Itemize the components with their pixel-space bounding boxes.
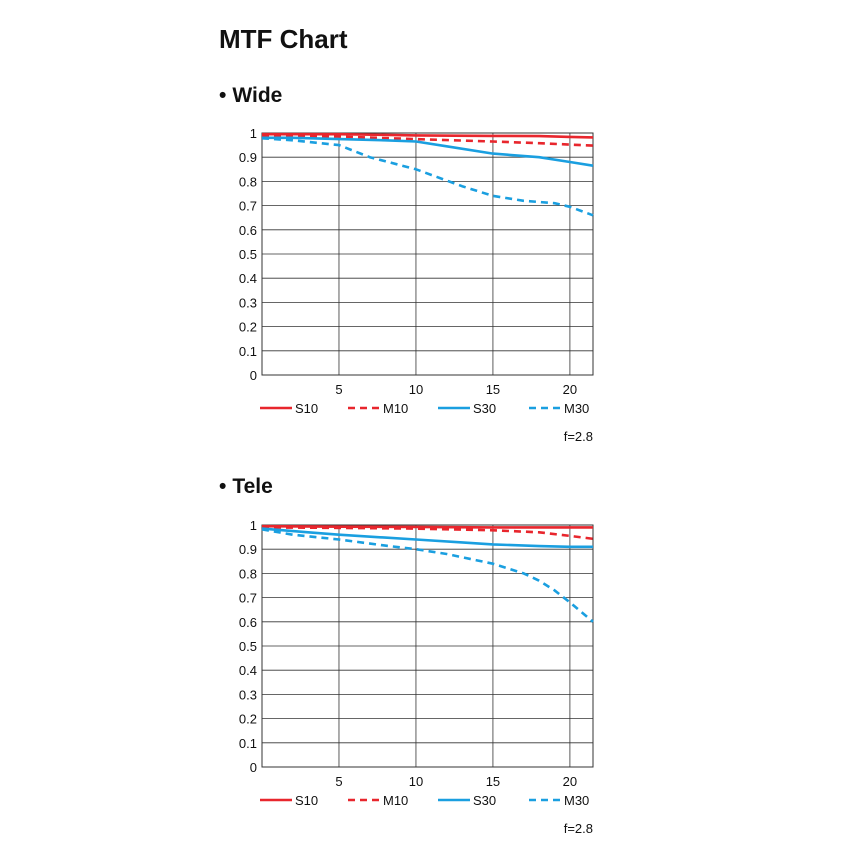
y-tick-label: 0.7 bbox=[239, 199, 257, 214]
y-tick-label: 0.8 bbox=[239, 566, 257, 581]
x-tick-label: 5 bbox=[335, 774, 342, 789]
y-tick-label: 0.3 bbox=[239, 687, 257, 702]
bullet-tele: • bbox=[219, 475, 227, 498]
aperture-label: f=2.8 bbox=[564, 429, 593, 444]
legend-label-s10: S10 bbox=[295, 793, 318, 808]
y-tick-label: 1 bbox=[250, 126, 257, 141]
series-line-m10 bbox=[261, 526, 594, 541]
y-tick-label: 0.5 bbox=[239, 247, 257, 262]
y-tick-label: 0.3 bbox=[239, 295, 257, 310]
section-title-wide: • Wide bbox=[219, 84, 282, 108]
y-tick-label: 0.8 bbox=[239, 174, 257, 189]
section-title-tele: • Tele bbox=[219, 475, 273, 499]
series-line-m30 bbox=[261, 528, 594, 623]
page-title: MTF Chart bbox=[219, 24, 348, 54]
x-tick-label: 20 bbox=[563, 774, 577, 789]
x-tick-label: 10 bbox=[409, 774, 423, 789]
x-tick-label: 20 bbox=[563, 382, 577, 397]
y-tick-label: 1 bbox=[250, 518, 257, 533]
y-tick-label: 0.6 bbox=[239, 615, 257, 630]
legend-label-m30: M30 bbox=[564, 793, 589, 808]
bullet-wide: • bbox=[219, 84, 227, 107]
series-line-s30 bbox=[261, 527, 593, 549]
y-tick-label: 0.6 bbox=[239, 223, 257, 238]
y-tick-label: 0 bbox=[250, 760, 257, 775]
legend-label-s10: S10 bbox=[295, 401, 318, 416]
legend-label-m30: M30 bbox=[564, 401, 589, 416]
section-title-wide-label: Wide bbox=[232, 84, 283, 107]
legend-label-s30: S30 bbox=[473, 793, 496, 808]
legend-label-s30: S30 bbox=[473, 401, 496, 416]
plot-frame bbox=[261, 524, 594, 768]
y-tick-label: 0.9 bbox=[239, 542, 257, 557]
x-tick-label: 10 bbox=[409, 382, 423, 397]
series-line-s30 bbox=[262, 136, 594, 167]
aperture-label: f=2.8 bbox=[564, 821, 593, 836]
y-tick-label: 0.2 bbox=[239, 712, 257, 727]
y-tick-label: 0.1 bbox=[239, 736, 257, 751]
series-line-s10 bbox=[262, 132, 594, 139]
y-tick-label: 0.4 bbox=[239, 271, 257, 286]
y-tick-label: 0.4 bbox=[239, 663, 257, 678]
x-tick-label: 5 bbox=[335, 382, 342, 397]
x-tick-label: 15 bbox=[486, 774, 500, 789]
y-tick-label: 0 bbox=[250, 368, 257, 383]
legend-label-m10: M10 bbox=[383, 401, 408, 416]
y-tick-label: 0.5 bbox=[239, 639, 257, 654]
y-tick-label: 0.1 bbox=[239, 344, 257, 359]
series-line-m10 bbox=[261, 134, 594, 147]
section-title-tele-label: Tele bbox=[232, 475, 273, 498]
legend-label-m10: M10 bbox=[383, 793, 408, 808]
x-tick-label: 15 bbox=[486, 382, 500, 397]
plot-frame bbox=[261, 132, 594, 376]
series-line-m30 bbox=[261, 137, 594, 217]
y-tick-label: 0.2 bbox=[239, 320, 257, 335]
y-tick-label: 0.9 bbox=[239, 150, 257, 165]
y-tick-label: 0.7 bbox=[239, 591, 257, 606]
